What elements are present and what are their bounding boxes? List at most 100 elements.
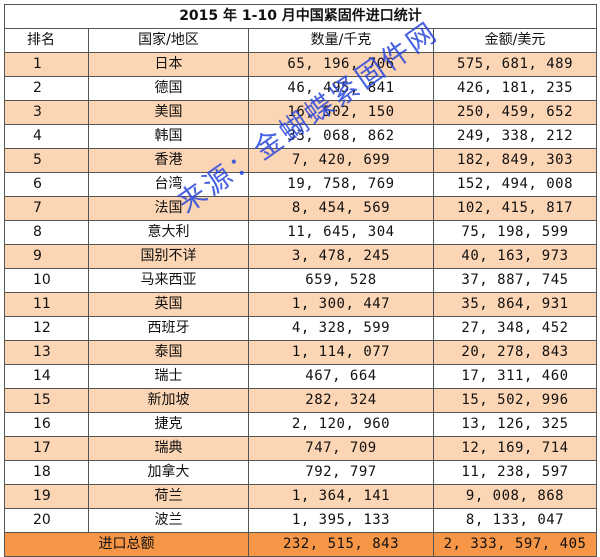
row-rank: 5 <box>4 148 89 173</box>
table-row: 4 韩国 33, 068, 862 249, 338, 212 <box>4 124 597 149</box>
row-country: 法国 <box>88 196 249 221</box>
header-amount: 金额/美元 <box>433 28 597 53</box>
table-row: 19 荷兰 1, 364, 141 9, 008, 868 <box>4 484 597 509</box>
row-amount: 40, 163, 973 <box>433 244 597 269</box>
row-rank: 1 <box>4 52 89 77</box>
row-quantity: 1, 300, 447 <box>248 292 434 317</box>
row-amount: 152, 494, 008 <box>433 172 597 197</box>
row-amount: 27, 348, 452 <box>433 316 597 341</box>
row-quantity: 1, 114, 077 <box>248 340 434 365</box>
row-quantity: 747, 709 <box>248 436 434 461</box>
row-country: 韩国 <box>88 124 249 149</box>
table-row: 13 泰国 1, 114, 077 20, 278, 843 <box>4 340 597 365</box>
table-row: 3 美国 16, 502, 150 250, 459, 652 <box>4 100 597 125</box>
row-rank: 12 <box>4 316 89 341</box>
row-country: 国别不详 <box>88 244 249 269</box>
table-row: 14 瑞士 467, 664 17, 311, 460 <box>4 364 597 389</box>
header-rank: 排名 <box>4 28 89 53</box>
table-row: 11 英国 1, 300, 447 35, 864, 931 <box>4 292 597 317</box>
row-amount: 17, 311, 460 <box>433 364 597 389</box>
row-amount: 9, 008, 868 <box>433 484 597 509</box>
row-quantity: 4, 328, 599 <box>248 316 434 341</box>
row-country: 日本 <box>88 52 249 77</box>
row-quantity: 11, 645, 304 <box>248 220 434 245</box>
row-rank: 7 <box>4 196 89 221</box>
row-country: 台湾 <box>88 172 249 197</box>
row-amount: 102, 415, 817 <box>433 196 597 221</box>
row-quantity: 467, 664 <box>248 364 434 389</box>
row-quantity: 65, 196, 706 <box>248 52 434 77</box>
row-rank: 11 <box>4 292 89 317</box>
row-country: 瑞士 <box>88 364 249 389</box>
total-row: 进口总额 232, 515, 843 2, 333, 597, 405 <box>4 532 597 557</box>
title-row: 2015 年 1-10 月中国紧固件进口统计 <box>4 4 597 29</box>
row-rank: 16 <box>4 412 89 437</box>
row-amount: 250, 459, 652 <box>433 100 597 125</box>
row-amount: 12, 169, 714 <box>433 436 597 461</box>
row-amount: 575, 681, 489 <box>433 52 597 77</box>
row-quantity: 8, 454, 569 <box>248 196 434 221</box>
statistics-document: 2015 年 1-10 月中国紧固件进口统计 排名 国家/地区 数量/千克 金额… <box>4 4 597 557</box>
row-quantity: 1, 395, 133 <box>248 508 434 533</box>
table-row: 6 台湾 19, 758, 769 152, 494, 008 <box>4 172 597 197</box>
table-row: 10 马来西亚 659, 528 37, 887, 745 <box>4 268 597 293</box>
row-country: 捷克 <box>88 412 249 437</box>
total-quantity: 232, 515, 843 <box>248 532 434 557</box>
table-row: 5 香港 7, 420, 699 182, 849, 303 <box>4 148 597 173</box>
total-amount: 2, 333, 597, 405 <box>433 532 597 557</box>
row-amount: 15, 502, 996 <box>433 388 597 413</box>
row-quantity: 1, 364, 141 <box>248 484 434 509</box>
row-quantity: 3, 478, 245 <box>248 244 434 269</box>
row-country: 香港 <box>88 148 249 173</box>
table-title: 2015 年 1-10 月中国紧固件进口统计 <box>4 4 597 29</box>
row-amount: 37, 887, 745 <box>433 268 597 293</box>
table-row: 18 加拿大 792, 797 11, 238, 597 <box>4 460 597 485</box>
table-row: 9 国别不详 3, 478, 245 40, 163, 973 <box>4 244 597 269</box>
row-country: 瑞典 <box>88 436 249 461</box>
table-row: 20 波兰 1, 395, 133 8, 133, 047 <box>4 508 597 533</box>
row-country: 英国 <box>88 292 249 317</box>
header-row: 排名 国家/地区 数量/千克 金额/美元 <box>4 28 597 53</box>
row-amount: 20, 278, 843 <box>433 340 597 365</box>
row-amount: 13, 126, 325 <box>433 412 597 437</box>
row-quantity: 19, 758, 769 <box>248 172 434 197</box>
row-country: 新加坡 <box>88 388 249 413</box>
row-rank: 8 <box>4 220 89 245</box>
header-quantity: 数量/千克 <box>248 28 434 53</box>
row-rank: 10 <box>4 268 89 293</box>
import-statistics-table: 2015 年 1-10 月中国紧固件进口统计 排名 国家/地区 数量/千克 金额… <box>4 4 597 557</box>
table-row: 12 西班牙 4, 328, 599 27, 348, 452 <box>4 316 597 341</box>
table-row: 8 意大利 11, 645, 304 75, 198, 599 <box>4 220 597 245</box>
row-rank: 13 <box>4 340 89 365</box>
row-rank: 19 <box>4 484 89 509</box>
row-rank: 18 <box>4 460 89 485</box>
row-amount: 182, 849, 303 <box>433 148 597 173</box>
row-quantity: 2, 120, 960 <box>248 412 434 437</box>
row-quantity: 282, 324 <box>248 388 434 413</box>
row-rank: 9 <box>4 244 89 269</box>
row-rank: 3 <box>4 100 89 125</box>
row-quantity: 792, 797 <box>248 460 434 485</box>
row-rank: 17 <box>4 436 89 461</box>
row-country: 德国 <box>88 76 249 101</box>
row-quantity: 659, 528 <box>248 268 434 293</box>
row-rank: 14 <box>4 364 89 389</box>
row-quantity: 33, 068, 862 <box>248 124 434 149</box>
table-row: 2 德国 46, 495, 841 426, 181, 235 <box>4 76 597 101</box>
row-country: 加拿大 <box>88 460 249 485</box>
row-amount: 426, 181, 235 <box>433 76 597 101</box>
table-row: 1 日本 65, 196, 706 575, 681, 489 <box>4 52 597 77</box>
table-row: 7 法国 8, 454, 569 102, 415, 817 <box>4 196 597 221</box>
row-rank: 4 <box>4 124 89 149</box>
table-row: 16 捷克 2, 120, 960 13, 126, 325 <box>4 412 597 437</box>
row-quantity: 46, 495, 841 <box>248 76 434 101</box>
total-label: 进口总额 <box>4 532 249 557</box>
row-country: 美国 <box>88 100 249 125</box>
row-country: 荷兰 <box>88 484 249 509</box>
table-row: 17 瑞典 747, 709 12, 169, 714 <box>4 436 597 461</box>
row-amount: 8, 133, 047 <box>433 508 597 533</box>
row-country: 波兰 <box>88 508 249 533</box>
row-rank: 15 <box>4 388 89 413</box>
row-amount: 11, 238, 597 <box>433 460 597 485</box>
row-amount: 35, 864, 931 <box>433 292 597 317</box>
